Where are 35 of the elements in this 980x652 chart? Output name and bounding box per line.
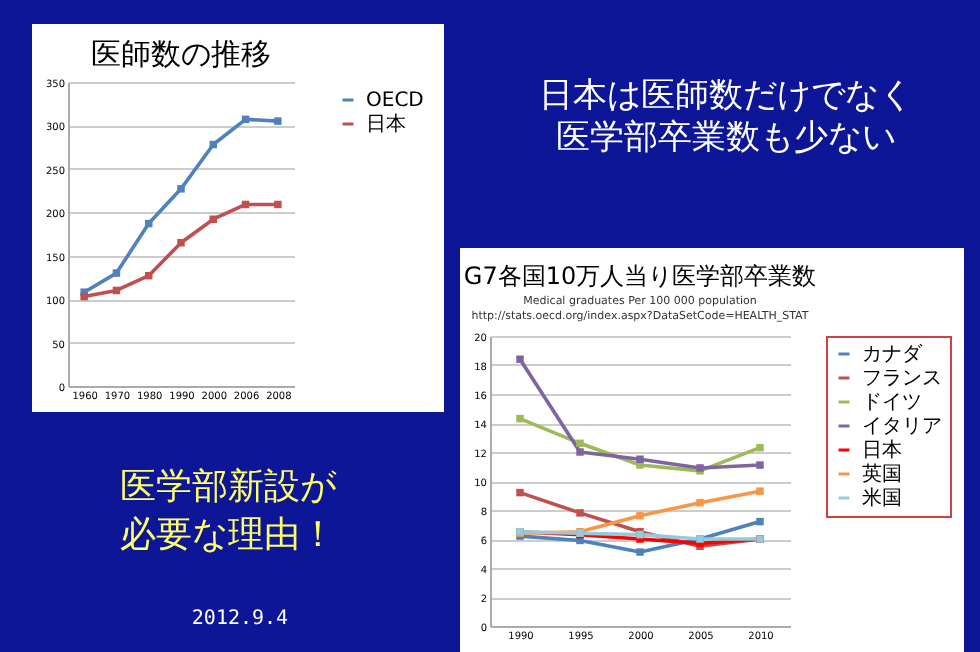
point xyxy=(177,238,185,247)
legend-label: カナダ xyxy=(862,342,924,366)
point xyxy=(177,185,185,193)
text: 2012.9.4 xyxy=(189,608,291,630)
point xyxy=(274,200,282,209)
text: 医学部新設が必要な理由！ xyxy=(118,464,339,560)
chart-title: G7各国10万人当り医学部卒業数 xyxy=(463,262,817,290)
point xyxy=(576,509,584,517)
legend-label: ドイツ xyxy=(862,392,922,414)
point xyxy=(274,117,282,125)
point xyxy=(209,215,218,223)
point xyxy=(756,487,764,495)
point xyxy=(756,517,764,526)
point xyxy=(636,512,644,520)
point xyxy=(636,455,644,463)
legend-label: 日本 xyxy=(366,112,406,136)
legend-label: 英国 xyxy=(862,462,902,486)
point xyxy=(516,488,524,497)
point xyxy=(756,443,764,452)
legend-label: イタリア xyxy=(862,416,942,438)
point xyxy=(576,448,584,456)
point xyxy=(112,269,121,277)
point xyxy=(80,292,88,301)
legend-label: 日本 xyxy=(862,438,902,462)
point xyxy=(756,461,764,469)
point xyxy=(636,548,644,556)
point xyxy=(696,499,704,507)
text: 日本は医師数だけでなく医学部卒業数も少ない xyxy=(537,76,915,160)
legend-label: フランス xyxy=(862,368,942,390)
point xyxy=(516,414,524,423)
point xyxy=(516,355,524,363)
legend-label: 米国 xyxy=(862,486,902,510)
point xyxy=(576,439,584,448)
chart-title: 医師数の推移 xyxy=(91,36,271,72)
legend-label: OECD xyxy=(366,90,425,112)
